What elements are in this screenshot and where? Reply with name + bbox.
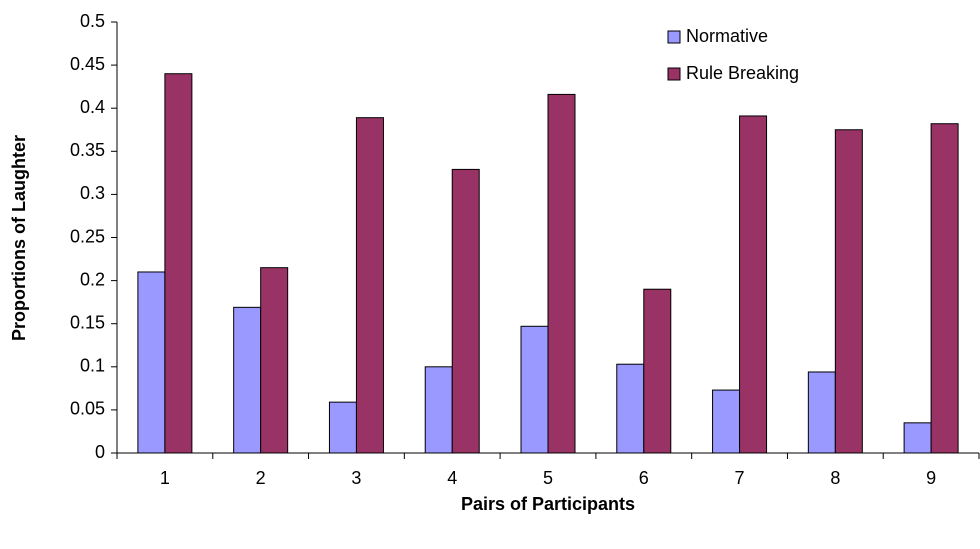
bar [355, 117, 384, 454]
y-tick-label: 0 [95, 442, 105, 462]
y-tick-label: 0.1 [80, 356, 105, 376]
x-tick-label: 1 [160, 468, 170, 488]
bar [520, 325, 549, 454]
x-axis-title: Pairs of Participants [461, 494, 635, 514]
bar [328, 401, 357, 454]
x-tick-label: 2 [256, 468, 266, 488]
bar [834, 129, 863, 454]
y-tick-label: 0.45 [70, 54, 105, 74]
x-tick-label: 5 [543, 468, 553, 488]
y-tick-label: 0.35 [70, 140, 105, 160]
x-tick-label: 3 [351, 468, 361, 488]
bar [616, 363, 645, 454]
y-tick-label: 0.5 [80, 11, 105, 31]
x-tick-label: 6 [639, 468, 649, 488]
bar [930, 123, 959, 454]
x-tick-label: 8 [830, 468, 840, 488]
legend-label: Normative [686, 26, 768, 46]
x-tick-label: 4 [447, 468, 457, 488]
bar [424, 366, 453, 454]
bar [739, 115, 768, 454]
bar [547, 93, 576, 454]
legend-swatch [667, 67, 681, 81]
x-tick-label: 9 [926, 468, 936, 488]
y-tick-label: 0.05 [70, 399, 105, 419]
legend-label: Rule Breaking [686, 63, 799, 83]
y-tick-label: 0.15 [70, 312, 105, 332]
bar [233, 306, 262, 454]
bar [903, 422, 932, 454]
legend-swatch [667, 30, 681, 44]
y-tick-label: 0.25 [70, 226, 105, 246]
bar [164, 73, 193, 454]
bar [137, 271, 166, 454]
bar [712, 389, 741, 454]
y-tick-label: 0.3 [80, 183, 105, 203]
y-tick-label: 0.4 [80, 97, 105, 117]
bar [807, 371, 836, 454]
bar [643, 288, 672, 454]
bar [451, 168, 480, 454]
x-tick-label: 7 [735, 468, 745, 488]
y-axis-title: Proportions of Laughter [9, 135, 29, 341]
y-tick-label: 0.2 [80, 269, 105, 289]
bar [260, 267, 289, 454]
